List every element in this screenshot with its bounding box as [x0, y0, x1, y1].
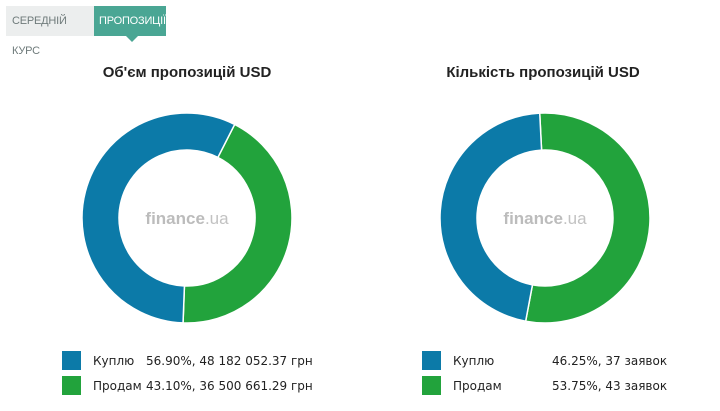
legend-swatch-sell: [62, 376, 81, 395]
tab-average-rate[interactable]: Середній курс: [6, 6, 94, 57]
legend-value: 43.10%, 36 500 661.29 грн: [146, 379, 313, 393]
watermark-logo: finance.ua: [145, 209, 229, 228]
slice-buy[interactable]: [439, 112, 543, 323]
legend-value: 46.25%, 37 заявок: [552, 354, 668, 368]
legend-value: 56.90%, 48 182 052.37 грн: [146, 354, 313, 368]
slice-sell[interactable]: [524, 112, 651, 324]
legend-label: Куплю: [93, 354, 135, 368]
legend-label: Куплю: [453, 354, 495, 368]
watermark-logo: finance.ua: [503, 209, 587, 228]
chart-title-volume: Об'єм пропозицій USD: [102, 64, 272, 81]
legend-label: Продам: [453, 379, 502, 393]
tab-bar: Середній курс Пропозиції: [6, 6, 166, 57]
legend-swatch-buy: [422, 351, 441, 370]
tab-offers[interactable]: Пропозиції: [94, 6, 166, 42]
donut-chart-volume: finance.ua: [81, 112, 293, 324]
legend-swatch-buy: [62, 351, 81, 370]
legend-swatch-sell: [422, 376, 441, 395]
chart-title-count: Кількість пропозицій USD: [446, 64, 640, 81]
slice-sell[interactable]: [182, 123, 293, 324]
legend-value: 53.75%, 43 заявок: [552, 379, 668, 393]
legend-label: Продам: [93, 379, 142, 393]
donut-chart-count: finance.ua: [439, 112, 651, 324]
slice-buy[interactable]: [81, 112, 236, 324]
